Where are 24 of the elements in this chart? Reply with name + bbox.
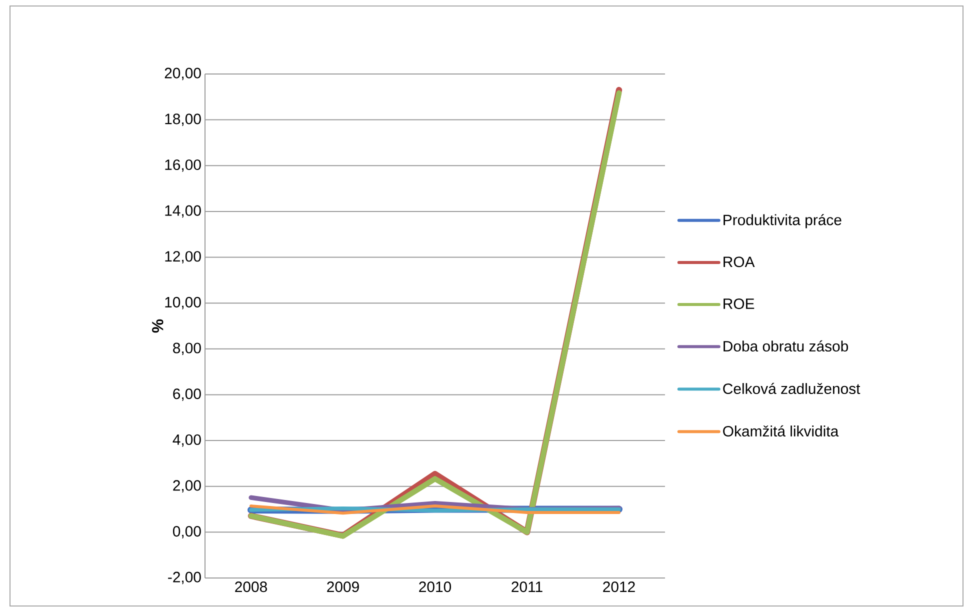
y-tick-label: 4,00: [172, 434, 201, 447]
y-tick-label: 18,00: [165, 114, 201, 126]
legend-label: ROA: [724, 256, 755, 268]
legend-label: Celková zadluženost: [723, 382, 860, 394]
y-tick-label: 10,00: [165, 296, 201, 310]
x-tick-label: 2009: [327, 582, 359, 592]
y-axis-title: %: [152, 319, 164, 333]
y-tick-label: 16,00: [165, 159, 201, 172]
y-tick-label: 6,00: [173, 388, 201, 401]
y-tick-label: 8,00: [173, 342, 201, 356]
y-tick-label: 20,00: [164, 68, 201, 80]
y-tick-label: 2,00: [173, 480, 201, 493]
y-tick-label: 14,00: [165, 205, 201, 218]
y-tick-label: 12,00: [165, 251, 201, 264]
x-tick-label: 2012: [603, 582, 635, 592]
y-tick-label: -2,00: [168, 572, 201, 584]
x-tick-label: 2010: [419, 582, 452, 592]
legend-label: Doba obratu zásob: [724, 340, 848, 352]
legend-label: Produktivita práce: [724, 214, 842, 228]
y-tick-label: 0,00: [172, 526, 201, 538]
x-tick-label: 2008: [235, 582, 267, 592]
legend-label: Okamžitá likvidita: [723, 425, 839, 437]
x-tick-label: 2011: [512, 582, 542, 592]
legend-label: ROE: [724, 298, 754, 310]
